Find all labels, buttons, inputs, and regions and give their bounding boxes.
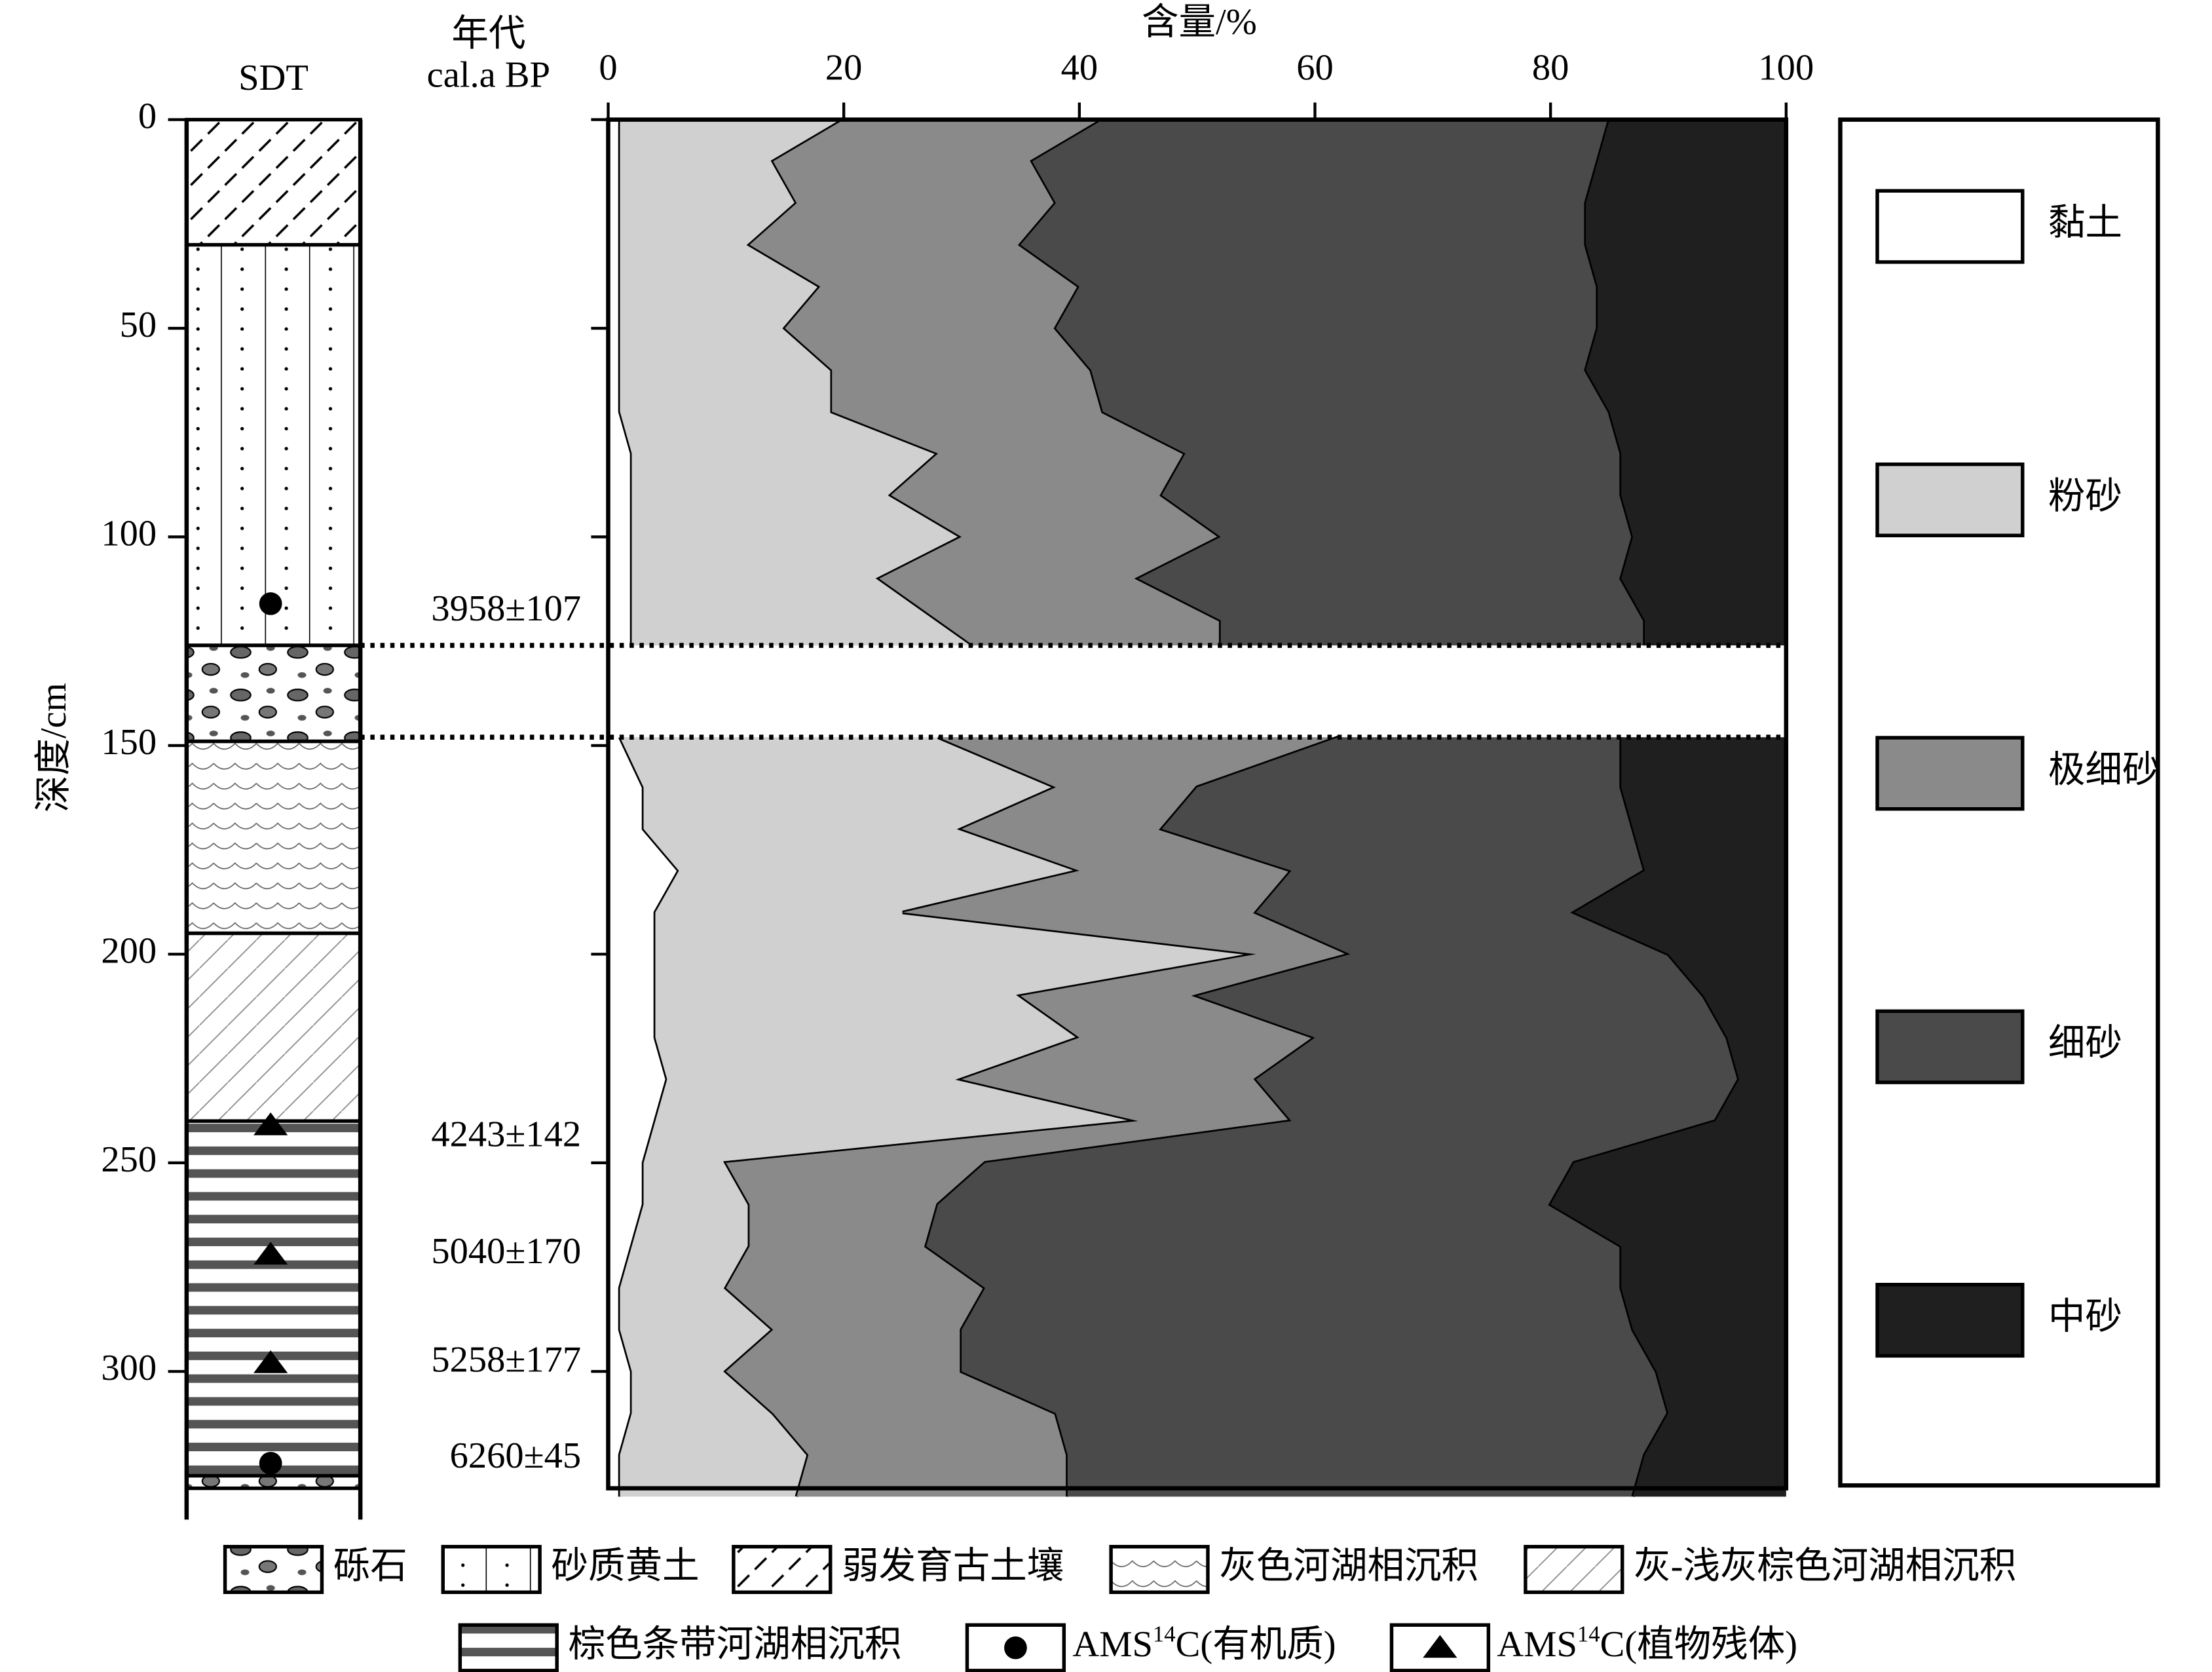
sample-marker [253, 1112, 288, 1135]
legend-label: 灰-浅灰棕色河湖相沉积 [1634, 1546, 2016, 1586]
age-label: 5040±170 [431, 1231, 581, 1272]
stratum [185, 1119, 362, 1478]
legend-label: 灰色河湖相沉积 [1219, 1546, 1478, 1586]
age-label: 4243±142 [431, 1114, 581, 1155]
legend-swatch [1109, 1544, 1210, 1594]
legend-swatch [1875, 1283, 2025, 1358]
legend-swatch [1875, 189, 2025, 264]
y-axis-label: 深度/cm [33, 683, 74, 812]
area [620, 737, 1256, 1497]
x-axis-label: 含量/% [1142, 2, 1257, 43]
plot-frame [606, 117, 1789, 1491]
y-tick-label: 300 [101, 1348, 157, 1388]
legend-label: AMS14C(有机质) [1072, 1622, 1336, 1665]
x-tick-label: 0 [599, 48, 617, 88]
legend-swatch [458, 1623, 559, 1672]
legend-swatch [1524, 1544, 1624, 1594]
sample-marker [259, 1451, 282, 1475]
legend-symbol [1004, 1636, 1027, 1660]
legend-swatch [1875, 736, 2025, 811]
legend-label: 弱发育古土壤 [842, 1546, 1064, 1586]
legend-label: 粉砂 [2048, 476, 2122, 517]
legend-swatch [1875, 1009, 2025, 1084]
legend-label: 棕色条带河湖相沉积 [569, 1624, 902, 1665]
area [1020, 119, 1645, 646]
y-tick-label: 100 [101, 513, 157, 554]
legend-superscript: 14 [1153, 1622, 1176, 1647]
legend-label: 黏土 [2048, 203, 2122, 244]
legend-label: AMS14C(植物残体) [1497, 1622, 1797, 1665]
y-tick-label: 250 [101, 1139, 157, 1180]
sample-marker [253, 1242, 288, 1265]
stratum [185, 1473, 362, 1491]
age-title: 年代 [451, 13, 525, 54]
x-tick-label: 80 [1532, 48, 1569, 88]
legend-text: AMS [1072, 1624, 1153, 1665]
stratum [185, 117, 362, 247]
legend-text: C(有机质) [1176, 1624, 1336, 1665]
sample-marker [253, 1350, 288, 1373]
y-tick-label: 0 [138, 96, 157, 137]
x-tick-label: 20 [825, 48, 863, 88]
legend-label: 细砂 [2048, 1023, 2122, 1064]
legend-superscript: 14 [1577, 1622, 1600, 1647]
age-label: 5258±177 [431, 1339, 581, 1380]
legend-swatch [223, 1544, 324, 1594]
age-label: 6260±45 [450, 1435, 582, 1476]
stratum [185, 931, 362, 1123]
area [926, 737, 1739, 1497]
legend-label: 中砂 [2048, 1297, 2122, 1337]
area [1586, 119, 1786, 646]
x-tick-label: 100 [1758, 48, 1814, 88]
area [726, 737, 1351, 1497]
area [1550, 737, 1786, 1497]
y-tick-label: 50 [120, 305, 157, 345]
legend-label: 砾石 [333, 1546, 407, 1586]
x-tick-label: 40 [1061, 48, 1098, 88]
legend-label: 砂质黄土 [552, 1546, 700, 1586]
stratum [185, 739, 362, 936]
legend-symbol [1423, 1635, 1457, 1658]
age-label: 3958±107 [431, 588, 581, 629]
legend-swatch [1389, 1623, 1491, 1672]
legend-label: 极细砂 [2048, 750, 2160, 790]
y-tick-label: 150 [101, 722, 157, 763]
legend-swatch [441, 1544, 542, 1594]
area [620, 119, 973, 646]
stratum [185, 242, 362, 647]
y-tick-label: 200 [101, 930, 157, 971]
sample-marker [259, 592, 282, 615]
age-unit: cal.a BP [427, 55, 550, 96]
x-tick-label: 60 [1296, 48, 1334, 88]
legend-swatch [965, 1623, 1066, 1672]
stratum [185, 643, 362, 744]
legend-text: AMS [1497, 1624, 1577, 1665]
area [749, 119, 1221, 646]
legend-box [1838, 117, 2160, 1488]
column-title: SDT [238, 58, 309, 98]
legend-swatch [1875, 462, 2025, 538]
area [608, 737, 679, 1497]
legend-swatch [732, 1544, 833, 1594]
legend-text: C(植物残体) [1600, 1624, 1797, 1665]
